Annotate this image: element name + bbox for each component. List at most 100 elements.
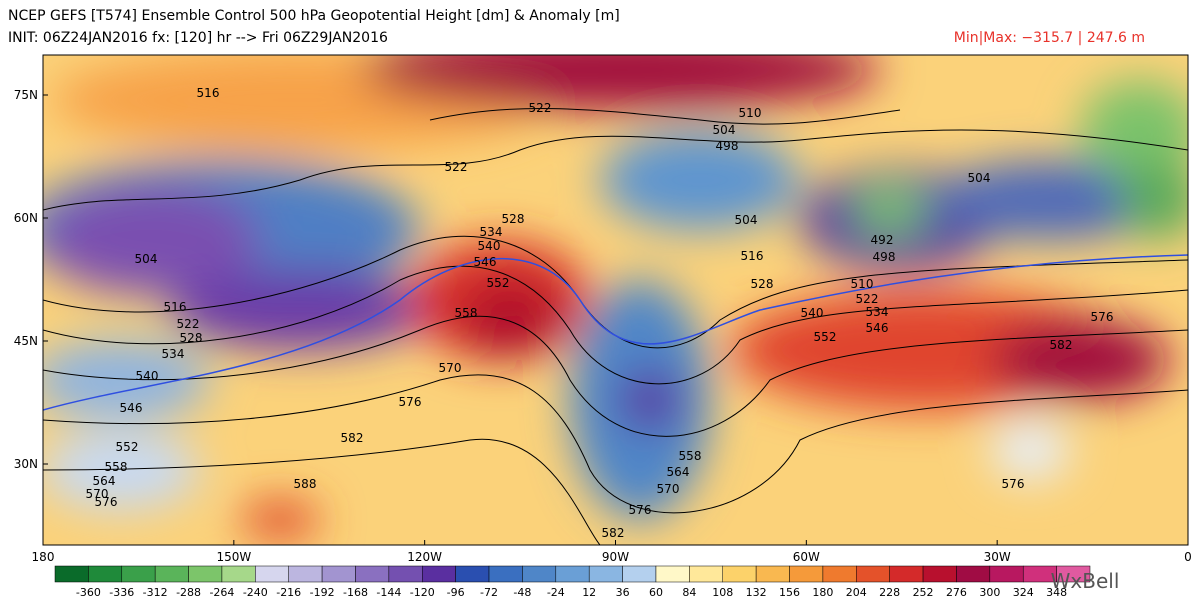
contour-label: 534 — [162, 347, 185, 361]
contour-label: 504 — [713, 123, 736, 137]
lat-label: 60N — [14, 211, 38, 225]
colorbar-swatch — [488, 565, 523, 583]
colorbar-label: -72 — [480, 586, 498, 599]
colorbar-swatch — [789, 565, 824, 583]
colorbar-label: -120 — [410, 586, 435, 599]
contour-label: 504 — [135, 252, 158, 266]
lat-label: 45N — [14, 334, 38, 348]
colorbar-swatch — [822, 565, 857, 583]
lon-label: 180 — [32, 550, 55, 564]
contour-label: 528 — [751, 277, 774, 291]
colorbar-swatch — [588, 565, 623, 583]
colorbar-label: -96 — [447, 586, 465, 599]
colorbar-swatch — [455, 565, 490, 583]
colorbar-swatch — [154, 565, 189, 583]
colorbar-label: 60 — [649, 586, 663, 599]
contour-label: 582 — [1050, 338, 1073, 352]
colorbar-swatch — [188, 565, 223, 583]
lon-label: 0 — [1184, 550, 1192, 564]
contour-label: 570 — [657, 482, 680, 496]
contour-label: 582 — [602, 526, 625, 540]
lon-label: 120W — [407, 550, 442, 564]
colorbar-swatch — [522, 565, 557, 583]
contour-label: 516 — [197, 86, 220, 100]
colorbar-swatch — [889, 565, 924, 583]
colorbar-swatch — [288, 565, 323, 583]
colorbar-label: -192 — [310, 586, 335, 599]
colorbar-label: 348 — [1046, 586, 1067, 599]
contour-540 — [43, 254, 1188, 411]
colorbar-swatch — [422, 565, 456, 583]
contour-label: 540 — [801, 306, 824, 320]
colorbar-label: 180 — [812, 586, 833, 599]
colorbar-label: 276 — [946, 586, 967, 599]
contour-label: 540 — [478, 239, 501, 253]
colorbar-label: 252 — [913, 586, 934, 599]
lat-label: 75N — [14, 88, 38, 102]
colorbar-swatch — [255, 565, 289, 583]
colorbar-swatch — [555, 565, 590, 583]
contour-label: 582 — [341, 431, 364, 445]
colorbar-swatch — [54, 565, 89, 583]
contour-label: 546 — [474, 255, 497, 269]
colorbar-label: -360 — [76, 586, 101, 599]
colorbar-swatch — [321, 565, 356, 583]
colorbar-label: 132 — [746, 586, 767, 599]
contour-label: 516 — [741, 249, 764, 263]
contour-label: 546 — [120, 401, 143, 415]
colorbar-label: -168 — [343, 586, 368, 599]
lat-label: 30N — [14, 457, 38, 471]
contour-label: 576 — [1091, 310, 1114, 324]
contour-label: 576 — [629, 503, 652, 517]
contour-label: 570 — [86, 487, 109, 501]
contour-label: 552 — [814, 330, 837, 344]
colorbar-label: -264 — [209, 586, 234, 599]
contour-label: 528 — [502, 212, 525, 226]
lon-label: 90W — [602, 550, 629, 564]
logo: WxBell — [1051, 569, 1120, 593]
contour-label: 510 — [739, 106, 762, 120]
contour-label: 576 — [95, 495, 118, 509]
colorbar-label: 228 — [879, 586, 900, 599]
contour-label: 534 — [480, 225, 503, 239]
colorbar-label: -144 — [376, 586, 401, 599]
minmax: Min|Max: −315.7 | 247.6 m — [954, 30, 1145, 46]
colorbar-swatch — [689, 565, 723, 583]
colorbar-swatch — [655, 565, 690, 583]
colorbar-swatch — [355, 565, 390, 583]
contour-label: 552 — [116, 440, 139, 454]
colorbar-label: -336 — [109, 586, 134, 599]
colorbar-label: 84 — [682, 586, 696, 599]
colorbar-label: -240 — [243, 586, 268, 599]
lon-label: 30W — [984, 550, 1011, 564]
title: NCEP GEFS [T574] Ensemble Control 500 hP… — [8, 8, 620, 24]
contour-label: 564 — [667, 465, 690, 479]
contour-label: 504 — [968, 171, 991, 185]
subtitle: INIT: 06Z24JAN2016 fx: [120] hr --> Fri … — [8, 30, 388, 46]
colorbar-label: -48 — [513, 586, 531, 599]
colorbar-swatch — [722, 565, 757, 583]
colorbar-swatch — [221, 565, 256, 583]
colorbar-swatch — [956, 565, 991, 583]
colorbar-swatch — [121, 565, 156, 583]
contour-label: 558 — [105, 460, 128, 474]
contour-label: 576 — [399, 395, 422, 409]
lon-label: 150W — [216, 550, 251, 564]
colorbar-swatch — [388, 565, 423, 583]
colorbar-label: 324 — [1013, 586, 1034, 599]
contour-label: 522 — [445, 160, 468, 174]
colorbar-label: -312 — [143, 586, 168, 599]
contour-label: 504 — [735, 213, 758, 227]
colorbar-label: -24 — [547, 586, 565, 599]
contour-label: 492 — [871, 233, 894, 247]
colorbar-swatch — [755, 565, 790, 583]
colorbar-label: 12 — [582, 586, 596, 599]
colorbar-label: 156 — [779, 586, 800, 599]
contour-label: 498 — [873, 250, 896, 264]
colorbar-label: -216 — [276, 586, 301, 599]
contour-label: 558 — [679, 449, 702, 463]
contour-label: 522 — [529, 101, 552, 115]
contour-label: 534 — [866, 305, 889, 319]
